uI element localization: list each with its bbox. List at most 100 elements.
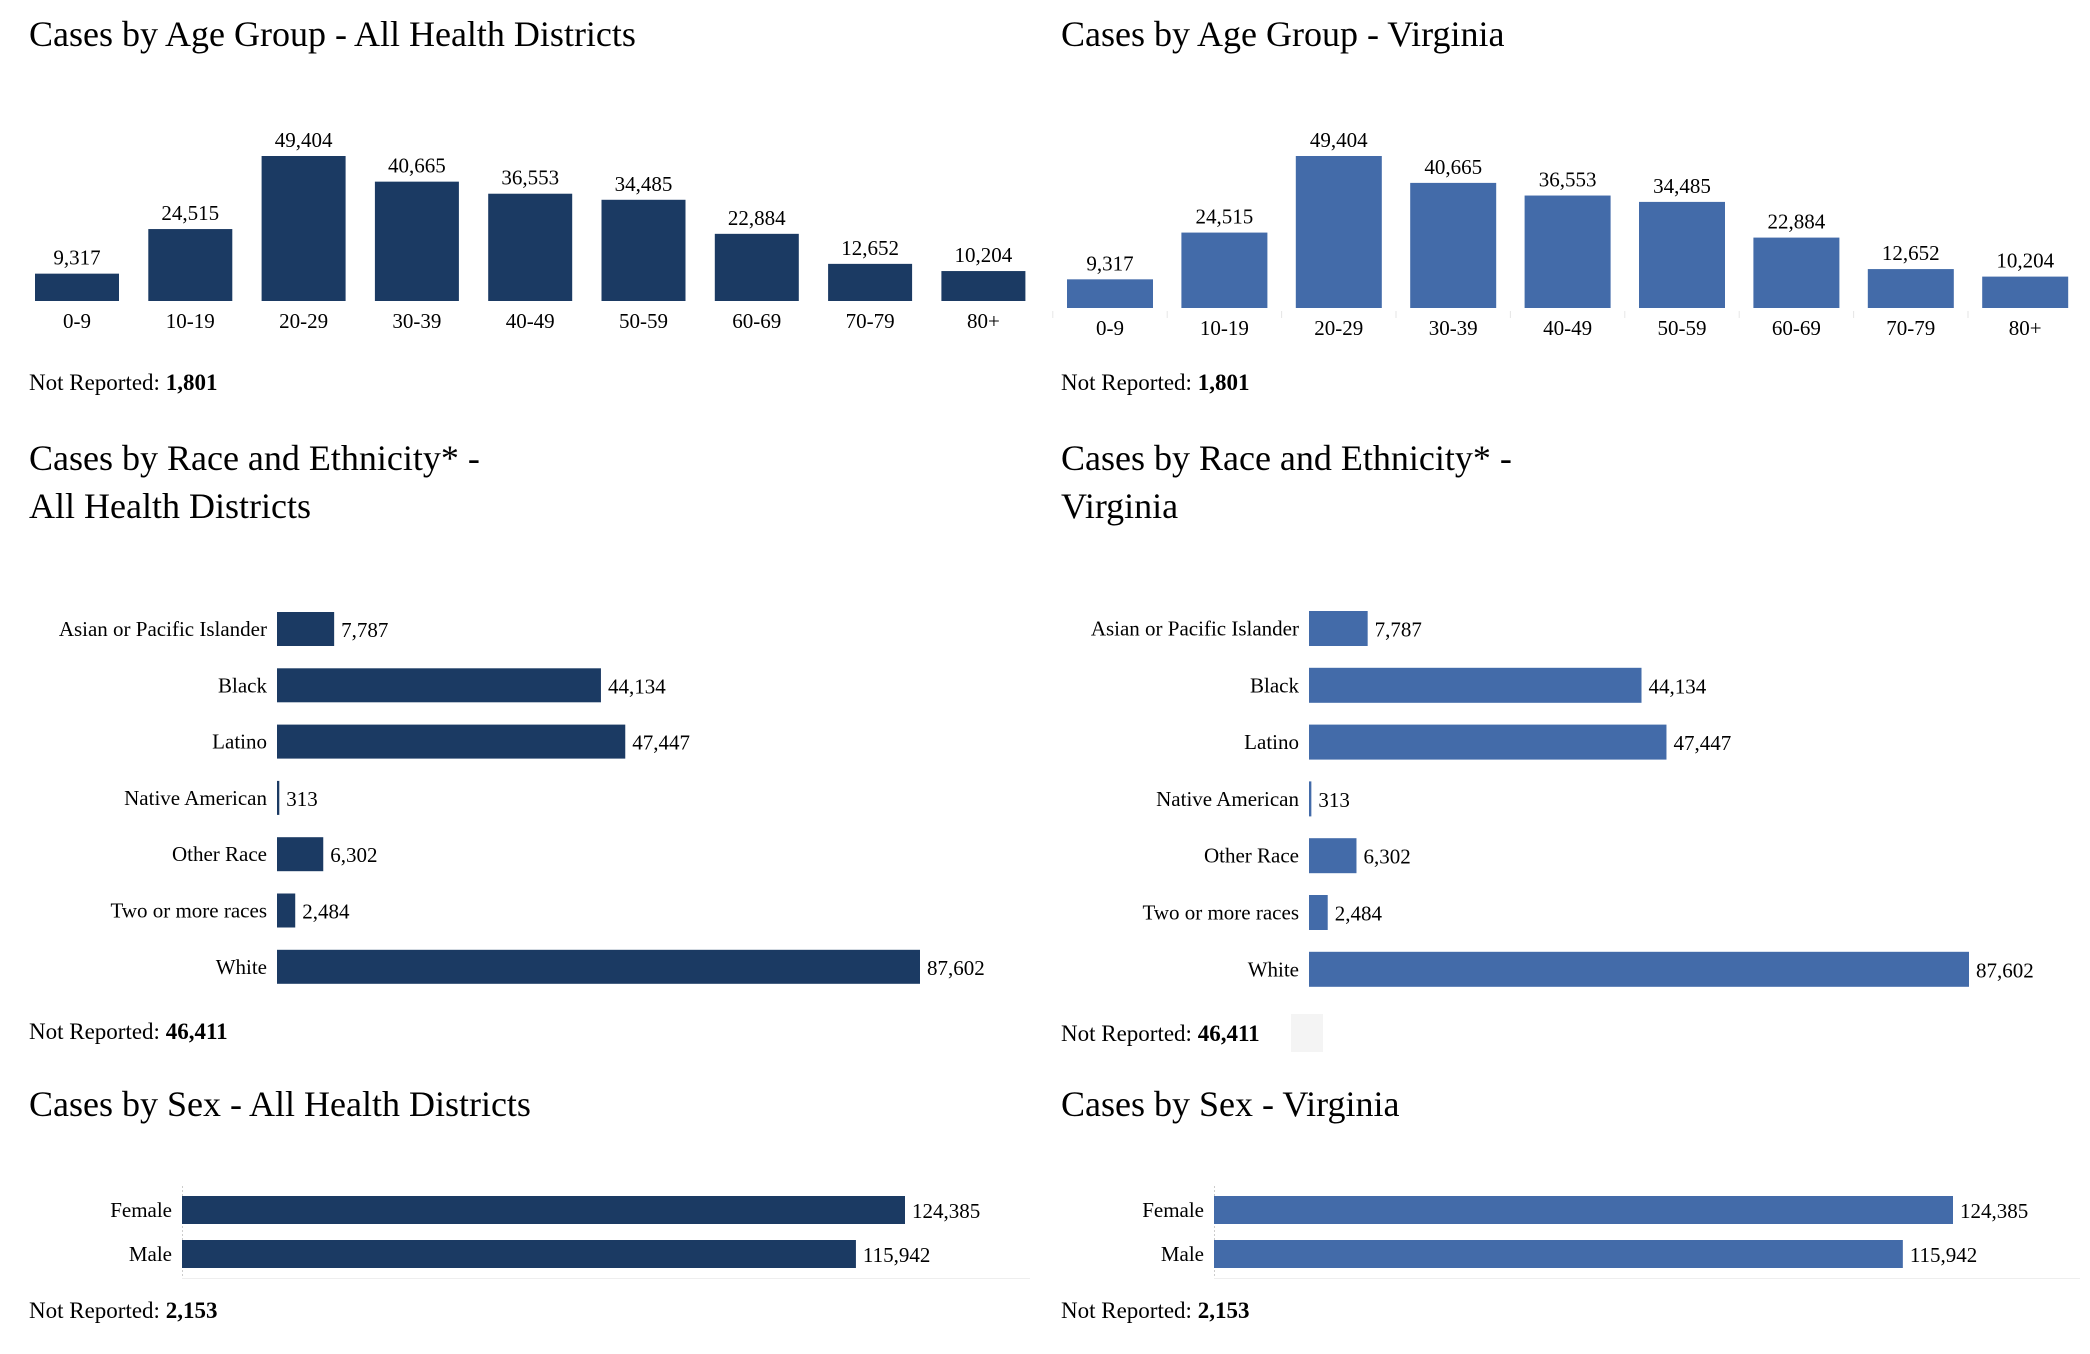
bar-40-49 <box>1524 195 1611 308</box>
race-not-reported: Not Reported: 46,411 <box>1061 1021 1260 1047</box>
category-label: Two or more races <box>1142 901 1299 925</box>
bar-value-label: 7,787 <box>341 618 388 642</box>
bar-value-label: 44,134 <box>1649 674 1707 698</box>
bar-20-29 <box>261 156 346 301</box>
bar-black <box>277 668 601 703</box>
bar-male <box>1214 1240 1903 1268</box>
race-chart-title-line1: Cases by Race and Ethnicity* - <box>29 438 480 478</box>
bar-0-9 <box>1067 279 1153 308</box>
bar-other-race <box>1309 838 1357 874</box>
bar-value-label: 36,553 <box>1539 168 1597 192</box>
category-label: Black <box>1250 673 1299 697</box>
not-reported-label: Not Reported: <box>1061 1021 1192 1046</box>
race-bar-chart: Asian or Pacific Islander 7,787 Black 44,13… <box>59 612 985 984</box>
age-bar-chart: 9,317 0-9 24,515 10-19 49,404 20-29 40,665 30-3… <box>35 128 1026 333</box>
age-chart-title: Cases by Age Group - All Health District… <box>29 14 636 54</box>
not-reported-label: Not Reported: <box>29 370 160 395</box>
not-reported-value: 2,153 <box>1197 1298 1250 1323</box>
category-label: Native American <box>124 786 267 810</box>
x-tick-label: 30-39 <box>392 309 441 333</box>
bar-value-label: 12,652 <box>1882 241 1940 265</box>
not-reported-value: 1,801 <box>1197 370 1250 395</box>
bar-latino <box>1309 724 1667 760</box>
x-tick-label: 20-29 <box>1314 316 1363 340</box>
bar-50-59 <box>1639 201 1725 308</box>
sex-chart-title: Cases by Sex - Virginia <box>1061 1084 1400 1124</box>
sex-chart-title: Cases by Sex - All Health Districts <box>29 1084 531 1124</box>
bar-native-american <box>1309 781 1312 817</box>
bar-30-39 <box>374 181 459 301</box>
x-tick-label: 70-79 <box>1886 316 1935 340</box>
sex-bar-chart: Female 124,385 Male 115,942 <box>1142 1186 2080 1279</box>
bar-value-label: 6,302 <box>330 843 377 867</box>
bar-10-19 <box>1181 232 1268 308</box>
age-bar-chart: 9,317 0-9 24,515 10-19 49,404 20-29 40,665 30-3… <box>1052 128 2069 340</box>
category-label: Other Race <box>1204 844 1299 868</box>
x-tick-label: 60-69 <box>1772 316 1821 340</box>
category-label: Latino <box>1244 730 1299 754</box>
bar-value-label: 47,447 <box>632 731 690 755</box>
bar-70-79 <box>1867 269 1954 308</box>
bar-other-race <box>277 837 324 872</box>
bar-latino <box>277 724 626 759</box>
category-label: Female <box>110 1198 172 1222</box>
x-tick-label: 50-59 <box>619 309 668 333</box>
bar-black <box>1309 667 1642 703</box>
race-chart-title-line2: Virginia <box>1061 486 1179 526</box>
bar-female <box>1214 1196 1953 1224</box>
bar-20-29 <box>1295 156 1382 308</box>
panel-all-health-districts: Cases by Age Group - All Health District… <box>29 14 1030 1324</box>
bar-male <box>182 1240 856 1268</box>
bar-60-69 <box>714 233 799 301</box>
bar-value-label: 44,134 <box>608 674 666 698</box>
x-tick-label: 10-19 <box>1200 316 1249 340</box>
bar-value-label: 87,602 <box>1976 958 2034 982</box>
category-label: Native American <box>1156 787 1299 811</box>
bar-two-or-more-races <box>1309 895 1328 930</box>
x-tick-label: 0-9 <box>63 309 91 333</box>
category-label: Male <box>1161 1242 1204 1266</box>
race-bar-chart: Asian or Pacific Islander 7,787 Black 44,13… <box>1091 611 2034 987</box>
category-label: Asian or Pacific Islander <box>59 617 267 641</box>
bar-value-label: 24,515 <box>161 201 219 225</box>
category-label: Asian or Pacific Islander <box>1091 617 1299 641</box>
bar-white <box>277 949 920 984</box>
category-label: Two or more races <box>110 899 267 923</box>
category-label: White <box>216 955 267 979</box>
bar-value-label: 87,602 <box>927 956 985 980</box>
bar-value-label: 115,942 <box>863 1243 930 1267</box>
bar-value-label: 49,404 <box>275 128 333 152</box>
bar-value-label: 49,404 <box>1310 128 1368 152</box>
sex-not-reported: Not Reported: 2,153 <box>29 1298 217 1324</box>
bar-value-label: 10,204 <box>955 243 1013 267</box>
bar-two-or-more-races <box>277 893 296 928</box>
bar-value-label: 34,485 <box>615 172 673 196</box>
bar-native-american <box>277 780 280 815</box>
bar-value-label: 313 <box>286 787 318 811</box>
bar-value-label: 12,652 <box>841 236 899 260</box>
placeholder-box <box>1291 1014 1323 1052</box>
x-tick-label: 20-29 <box>279 309 328 333</box>
bar-80+ <box>941 271 1026 301</box>
bar-value-label: 36,553 <box>501 166 559 190</box>
not-reported-value: 46,411 <box>165 1019 228 1044</box>
bar-value-label: 22,884 <box>728 206 786 230</box>
category-label: White <box>1248 957 1299 981</box>
panel-virginia: Cases by Age Group - Virginia 9,317 0-9 24… <box>1045 0 2090 1354</box>
x-tick-label: 40-49 <box>1543 316 1592 340</box>
bar-40-49 <box>488 193 573 301</box>
bar-value-label: 6,302 <box>1363 845 1410 869</box>
not-reported-label: Not Reported: <box>1061 370 1192 395</box>
not-reported-label: Not Reported: <box>29 1298 160 1323</box>
x-tick-label: 10-19 <box>166 309 215 333</box>
bar-10-19 <box>148 229 233 301</box>
bar-70-79 <box>828 263 913 301</box>
age-not-reported: Not Reported: 1,801 <box>29 370 217 396</box>
race-not-reported: Not Reported: 46,411 <box>29 1019 228 1045</box>
bar-value-label: 24,515 <box>1196 205 1254 229</box>
race-chart-title-line2: All Health Districts <box>29 486 311 526</box>
x-tick-label: 70-79 <box>846 309 895 333</box>
bar-80+ <box>1982 276 2069 308</box>
race-chart-title-line1: Cases by Race and Ethnicity* - <box>1061 438 1512 478</box>
bar-value-label: 124,385 <box>1960 1199 2028 1223</box>
